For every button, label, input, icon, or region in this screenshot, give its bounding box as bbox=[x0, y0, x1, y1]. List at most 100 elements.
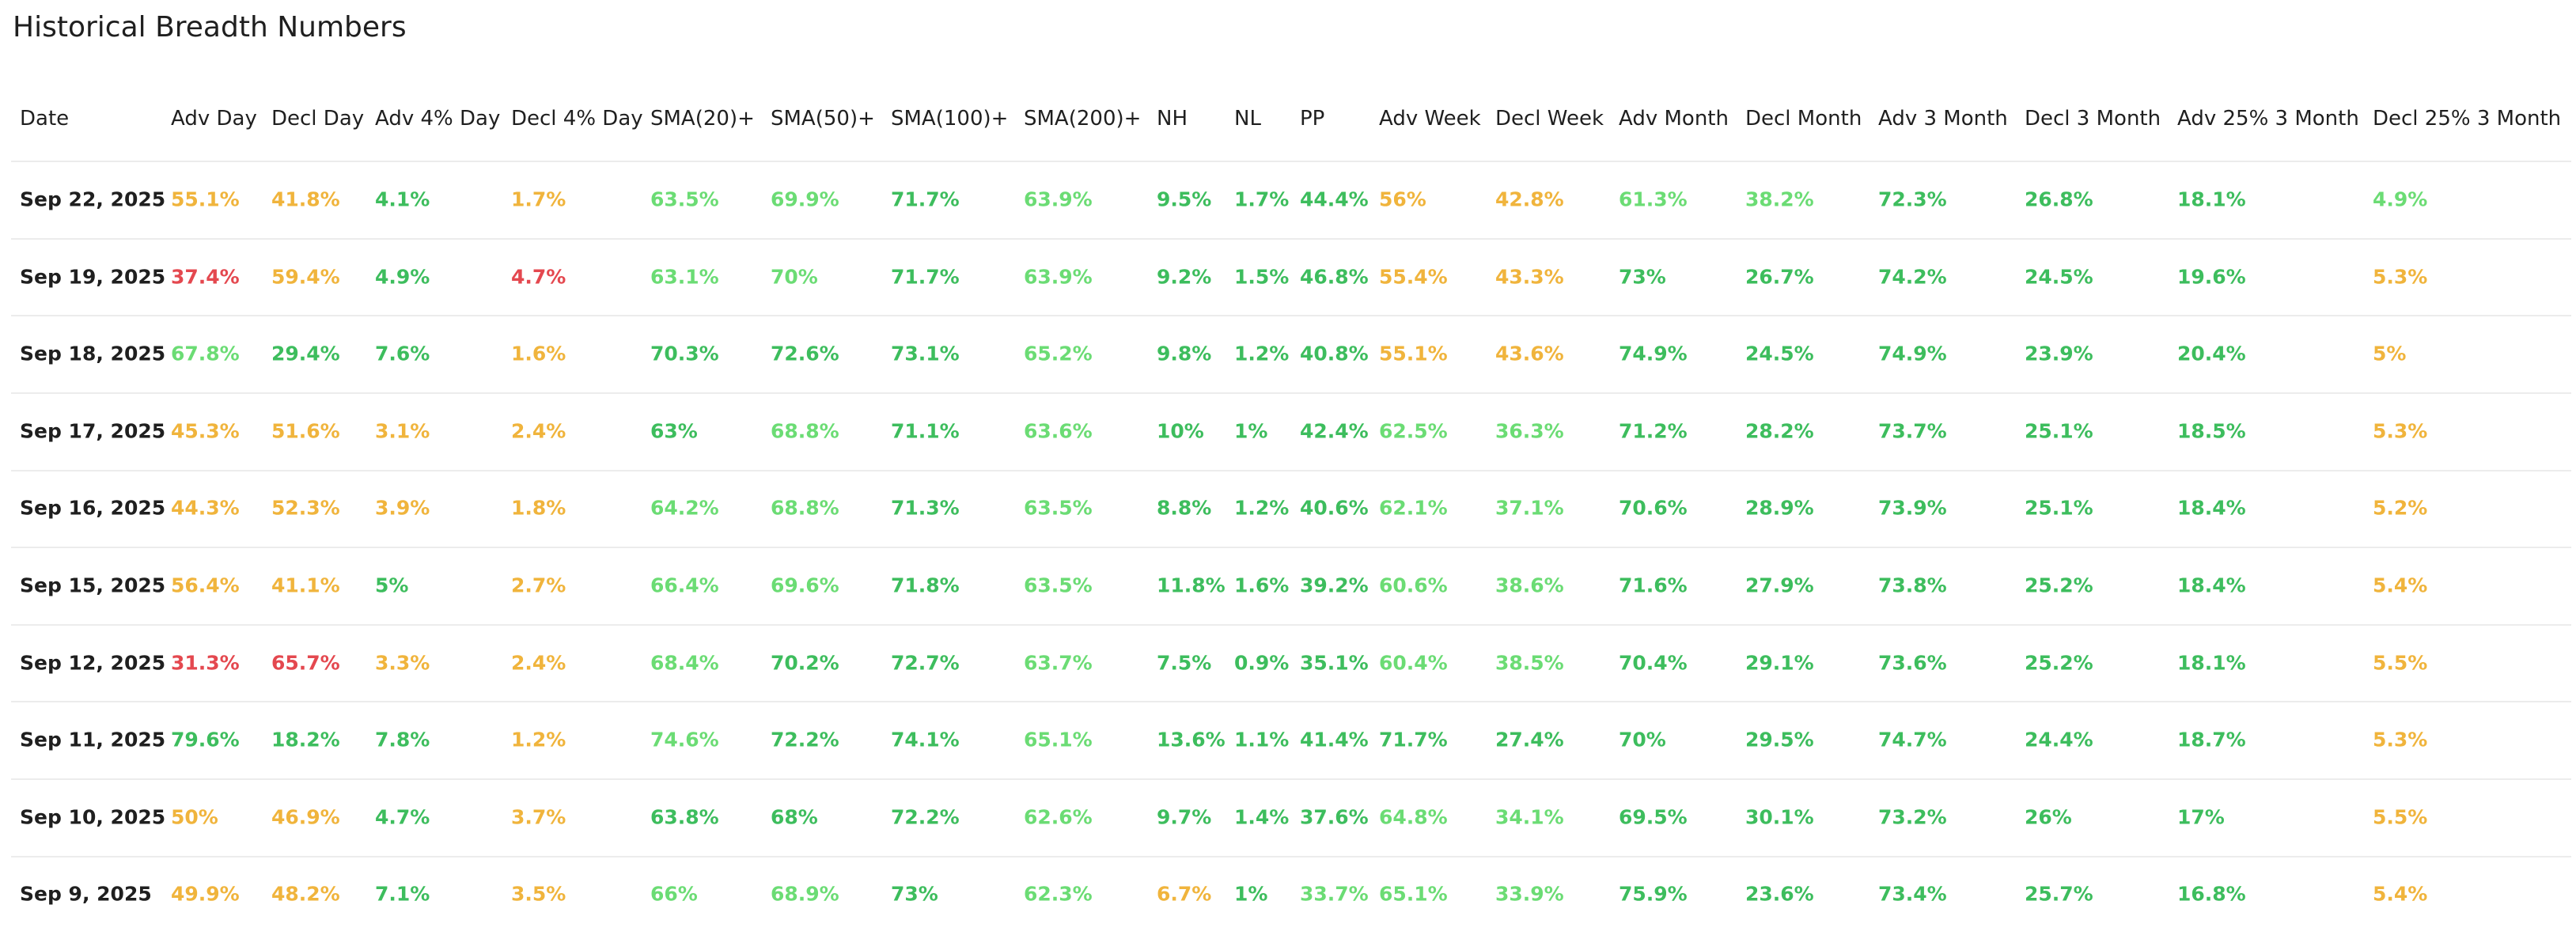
value-cell: 73.7% bbox=[1878, 419, 1947, 443]
value-cell: 71.3% bbox=[891, 496, 960, 520]
value-cell: 23.6% bbox=[1745, 882, 1814, 906]
value-cell: 64.2% bbox=[650, 496, 719, 520]
value-cell: 74.9% bbox=[1878, 342, 1947, 365]
row-divider bbox=[11, 778, 2571, 780]
value-cell: 56.4% bbox=[171, 573, 240, 597]
value-cell: 55.1% bbox=[1379, 342, 1448, 365]
value-cell: 18.5% bbox=[2177, 419, 2246, 443]
value-cell: 33.9% bbox=[1495, 882, 1564, 906]
value-cell: 61.3% bbox=[1619, 187, 1688, 211]
value-cell: 70.4% bbox=[1619, 651, 1688, 675]
column-header: NL bbox=[1234, 107, 1261, 131]
value-cell: 24.5% bbox=[2025, 265, 2093, 289]
value-cell: 65.1% bbox=[1379, 882, 1448, 906]
column-header: Decl 3 Month bbox=[2025, 107, 2161, 131]
value-cell: 55.4% bbox=[1379, 265, 1448, 289]
column-header: Adv Month bbox=[1619, 107, 1729, 131]
value-cell: 68% bbox=[771, 805, 818, 829]
value-cell: 25.1% bbox=[2025, 496, 2093, 520]
row-divider bbox=[11, 315, 2571, 317]
value-cell: 24.4% bbox=[2025, 728, 2093, 751]
value-cell: 70.3% bbox=[650, 342, 719, 365]
value-cell: 0.9% bbox=[1234, 651, 1290, 675]
value-cell: 71.7% bbox=[891, 265, 960, 289]
date-cell: Sep 15, 2025 bbox=[20, 573, 166, 597]
value-cell: 52.3% bbox=[271, 496, 340, 520]
date-cell: Sep 11, 2025 bbox=[20, 728, 166, 751]
value-cell: 44.4% bbox=[1300, 187, 1369, 211]
date-cell: Sep 16, 2025 bbox=[20, 496, 166, 520]
value-cell: 17% bbox=[2177, 805, 2225, 829]
column-header: Adv 4% Day bbox=[375, 107, 501, 131]
value-cell: 73.6% bbox=[1878, 651, 1947, 675]
value-cell: 48.2% bbox=[271, 882, 340, 906]
value-cell: 63.7% bbox=[1024, 651, 1093, 675]
value-cell: 73.2% bbox=[1878, 805, 1947, 829]
value-cell: 74.9% bbox=[1619, 342, 1688, 365]
value-cell: 23.9% bbox=[2025, 342, 2093, 365]
value-cell: 42.4% bbox=[1300, 419, 1369, 443]
value-cell: 10% bbox=[1157, 419, 1204, 443]
value-cell: 37.1% bbox=[1495, 496, 1564, 520]
value-cell: 3.7% bbox=[511, 805, 566, 829]
value-cell: 69.6% bbox=[771, 573, 839, 597]
row-divider bbox=[11, 547, 2571, 549]
value-cell: 50% bbox=[171, 805, 218, 829]
value-cell: 63.8% bbox=[650, 805, 719, 829]
row-divider bbox=[11, 161, 2571, 163]
value-cell: 3.3% bbox=[375, 651, 430, 675]
value-cell: 65.1% bbox=[1024, 728, 1093, 751]
value-cell: 72.2% bbox=[771, 728, 839, 751]
value-cell: 38.5% bbox=[1495, 651, 1564, 675]
value-cell: 79.6% bbox=[171, 728, 240, 751]
value-cell: 66.4% bbox=[650, 573, 719, 597]
value-cell: 26% bbox=[2025, 805, 2072, 829]
value-cell: 9.8% bbox=[1157, 342, 1212, 365]
value-cell: 72.3% bbox=[1878, 187, 1947, 211]
value-cell: 72.7% bbox=[891, 651, 960, 675]
value-cell: 43.3% bbox=[1495, 265, 1564, 289]
value-cell: 71.2% bbox=[1619, 419, 1688, 443]
value-cell: 27.4% bbox=[1495, 728, 1564, 751]
value-cell: 70% bbox=[771, 265, 818, 289]
value-cell: 1.4% bbox=[1234, 805, 1290, 829]
column-header: SMA(20)+ bbox=[650, 107, 755, 131]
value-cell: 73% bbox=[891, 882, 938, 906]
value-cell: 60.6% bbox=[1379, 573, 1448, 597]
value-cell: 41.8% bbox=[271, 187, 340, 211]
value-cell: 59.4% bbox=[271, 265, 340, 289]
value-cell: 18.1% bbox=[2177, 187, 2246, 211]
value-cell: 1.2% bbox=[1234, 496, 1290, 520]
value-cell: 73.9% bbox=[1878, 496, 1947, 520]
value-cell: 63.5% bbox=[650, 187, 719, 211]
value-cell: 34.1% bbox=[1495, 805, 1564, 829]
value-cell: 3.9% bbox=[375, 496, 430, 520]
value-cell: 63.1% bbox=[650, 265, 719, 289]
value-cell: 7.1% bbox=[375, 882, 430, 906]
column-header: Adv 3 Month bbox=[1878, 107, 2008, 131]
value-cell: 38.2% bbox=[1745, 187, 1814, 211]
value-cell: 19.6% bbox=[2177, 265, 2246, 289]
column-header: Adv Week bbox=[1379, 107, 1481, 131]
value-cell: 63.9% bbox=[1024, 265, 1093, 289]
value-cell: 7.5% bbox=[1157, 651, 1212, 675]
value-cell: 62.5% bbox=[1379, 419, 1448, 443]
value-cell: 63% bbox=[650, 419, 698, 443]
value-cell: 72.6% bbox=[771, 342, 839, 365]
value-cell: 35.1% bbox=[1300, 651, 1369, 675]
value-cell: 9.5% bbox=[1157, 187, 1212, 211]
value-cell: 29.4% bbox=[271, 342, 340, 365]
column-header: Decl Week bbox=[1495, 107, 1604, 131]
value-cell: 24.5% bbox=[1745, 342, 1814, 365]
value-cell: 3.1% bbox=[375, 419, 430, 443]
column-header: Date bbox=[20, 107, 70, 131]
value-cell: 3.5% bbox=[511, 882, 566, 906]
value-cell: 1.6% bbox=[1234, 573, 1290, 597]
column-header: Adv 25% 3 Month bbox=[2177, 107, 2359, 131]
value-cell: 56% bbox=[1379, 187, 1426, 211]
date-cell: Sep 19, 2025 bbox=[20, 265, 166, 289]
value-cell: 26.7% bbox=[1745, 265, 1814, 289]
value-cell: 72.2% bbox=[891, 805, 960, 829]
value-cell: 71.6% bbox=[1619, 573, 1688, 597]
date-cell: Sep 18, 2025 bbox=[20, 342, 166, 365]
